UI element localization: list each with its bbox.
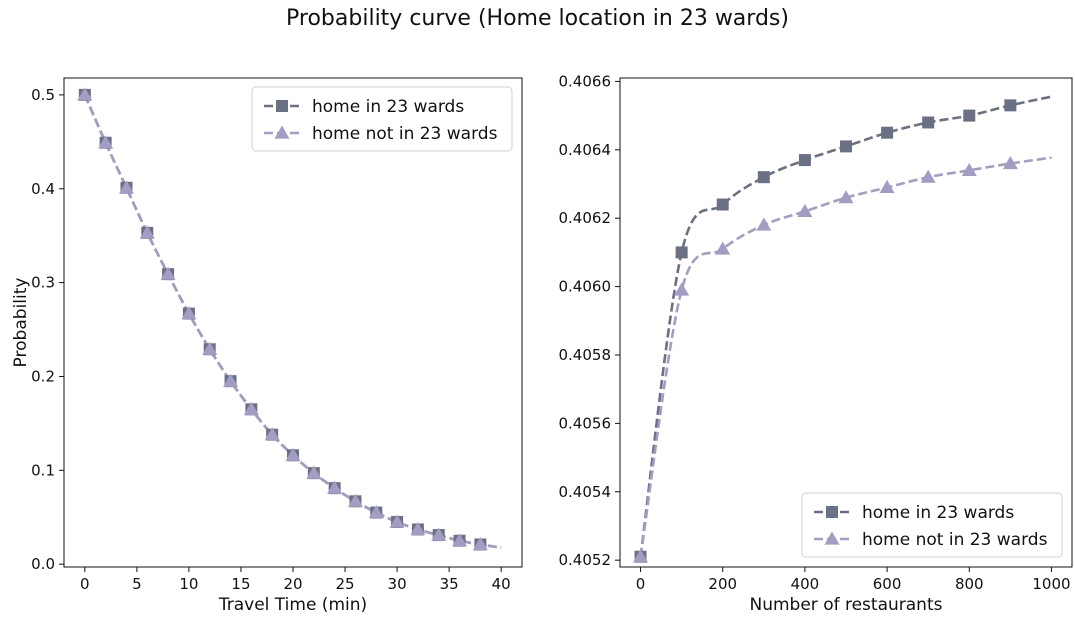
x-tick-label: 1000 xyxy=(1032,575,1070,593)
legend-box xyxy=(251,86,513,152)
data-point-home-in-23-wards xyxy=(840,140,852,153)
x-tick-label: 0 xyxy=(636,575,646,593)
x-tick-label: 35 xyxy=(440,575,459,593)
data-point-home-not-in-23-wards xyxy=(264,427,280,441)
x-tick-label: 20 xyxy=(283,575,302,593)
data-point-home-not-in-23-wards xyxy=(118,180,134,194)
x-axis-label: Travel Time (min) xyxy=(218,595,367,615)
x-tick-label: 25 xyxy=(335,575,354,593)
data-point-home-not-in-23-wards xyxy=(160,266,176,280)
x-tick-label: 0 xyxy=(80,575,90,593)
x-tick-label: 5 xyxy=(132,575,142,593)
y-tick-label: 0.4060 xyxy=(559,278,612,296)
data-point-home-in-23-wards xyxy=(881,126,894,139)
data-point-home-not-in-23-wards xyxy=(452,533,468,547)
legend-label: home in 23 wards xyxy=(862,503,1014,523)
y-tick-label: 0.4054 xyxy=(559,483,612,501)
legend: home in 23 wards home not in 23 wards xyxy=(251,86,513,152)
legend: home in 23 wards home not in 23 wards xyxy=(801,492,1063,558)
legend-marker xyxy=(824,531,840,545)
y-tick-label: 0.4058 xyxy=(559,346,612,364)
data-point-home-not-in-23-wards xyxy=(77,87,93,101)
x-tick-label: 800 xyxy=(955,575,984,593)
subplot-restaurants: 0 200 400 600 800 1000 0.4052 0.4054 0.4056 0.405… xyxy=(559,72,1073,615)
series-line-home-in-23-wards xyxy=(83,94,502,549)
series-line-home-not-in-23-wards xyxy=(639,156,1052,557)
axes-frame xyxy=(619,77,1073,568)
data-point-home-not-in-23-wards xyxy=(181,306,197,320)
y-tick-label: 0.3 xyxy=(31,274,55,292)
data-point-home-not-in-23-wards xyxy=(98,135,114,149)
legend-label: home not in 23 wards xyxy=(312,124,498,144)
data-point-home-not-in-23-wards xyxy=(223,373,239,387)
data-point-home-in-23-wards xyxy=(963,109,976,122)
data-point-home-not-in-23-wards xyxy=(715,241,731,255)
data-point-home-not-in-23-wards xyxy=(879,179,895,194)
subplot-travel-time: 0 5 10 15 20 25 30 35 40 0.0 0.1 0.2 0.3 0.4 0.5 Travel… xyxy=(11,77,523,615)
x-tick-label: 600 xyxy=(873,575,902,593)
y-tick-label: 0.1 xyxy=(31,461,55,479)
y-tick-label: 0.0 xyxy=(31,555,55,573)
data-point-home-not-in-23-wards xyxy=(306,465,322,479)
x-tick-label: 40 xyxy=(492,575,511,593)
data-point-home-not-in-23-wards xyxy=(1002,155,1018,170)
x-tick-label: 10 xyxy=(179,575,198,593)
x-axis-label: Number of restaurants xyxy=(750,595,943,615)
data-point-home-in-23-wards xyxy=(675,246,688,259)
data-point-home-in-23-wards xyxy=(1004,99,1017,112)
legend-marker xyxy=(276,100,288,112)
data-point-home-not-in-23-wards xyxy=(347,493,363,507)
data-point-home-not-in-23-wards xyxy=(285,447,301,461)
data-point-home-not-in-23-wards xyxy=(139,225,155,239)
data-point-home-not-in-23-wards xyxy=(410,521,426,536)
data-point-home-not-in-23-wards xyxy=(838,190,854,204)
data-point-home-not-in-23-wards xyxy=(327,480,343,494)
axes-frame xyxy=(63,77,523,568)
data-point-home-not-in-23-wards xyxy=(756,217,772,231)
legend-box xyxy=(801,492,1063,558)
x-tick-label: 400 xyxy=(791,575,820,593)
legend-label: home not in 23 wards xyxy=(862,530,1048,550)
data-point-home-not-in-23-wards xyxy=(202,341,218,355)
data-point-home-not-in-23-wards xyxy=(633,549,649,563)
y-tick-label: 0.2 xyxy=(31,367,55,385)
data-point-home-not-in-23-wards xyxy=(472,536,488,551)
y-tick-label: 0.4056 xyxy=(559,414,612,432)
y-tick-label: 0.4 xyxy=(31,180,55,198)
legend-label: home in 23 wards xyxy=(312,97,464,117)
data-point-home-in-23-wards xyxy=(757,171,770,184)
y-tick-label: 0.4052 xyxy=(559,551,612,569)
x-tick-label: 30 xyxy=(388,575,407,593)
data-point-home-not-in-23-wards xyxy=(243,401,259,415)
data-point-home-not-in-23-wards xyxy=(797,203,813,217)
x-tick-label: 200 xyxy=(708,575,737,593)
data-point-home-not-in-23-wards xyxy=(431,527,447,541)
y-tick-label: 0.4062 xyxy=(559,209,612,227)
data-point-home-not-in-23-wards xyxy=(961,162,977,176)
legend-marker xyxy=(274,125,290,139)
data-point-home-in-23-wards xyxy=(798,154,811,167)
chart-title: Probability curve (Home location in 23 w… xyxy=(286,6,789,31)
data-point-home-not-in-23-wards xyxy=(368,505,384,519)
x-tick-label: 15 xyxy=(231,575,250,593)
legend-marker xyxy=(826,506,838,518)
data-point-home-in-23-wards xyxy=(716,198,729,211)
data-point-home-in-23-wards xyxy=(922,116,935,129)
plot-area xyxy=(77,87,502,551)
y-tick-label: 0.4064 xyxy=(559,141,612,159)
series-line-home-not-in-23-wards xyxy=(83,94,502,549)
data-point-home-not-in-23-wards xyxy=(674,282,690,296)
data-point-home-not-in-23-wards xyxy=(920,169,936,183)
plot-area xyxy=(633,95,1052,563)
y-tick-label: 0.5 xyxy=(31,86,55,104)
y-axis-label: Probability xyxy=(11,278,31,368)
y-tick-label: 0.4066 xyxy=(559,72,612,90)
data-point-home-not-in-23-wards xyxy=(389,514,405,528)
